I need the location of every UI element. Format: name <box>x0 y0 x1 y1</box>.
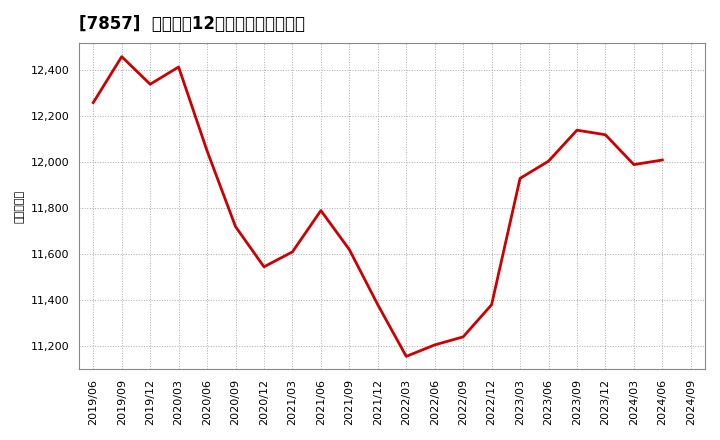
Y-axis label: （百万円）: （百万円） <box>15 189 25 223</box>
Text: [7857]  売上高の12か月移動合計の推移: [7857] 売上高の12か月移動合計の推移 <box>79 15 305 33</box>
